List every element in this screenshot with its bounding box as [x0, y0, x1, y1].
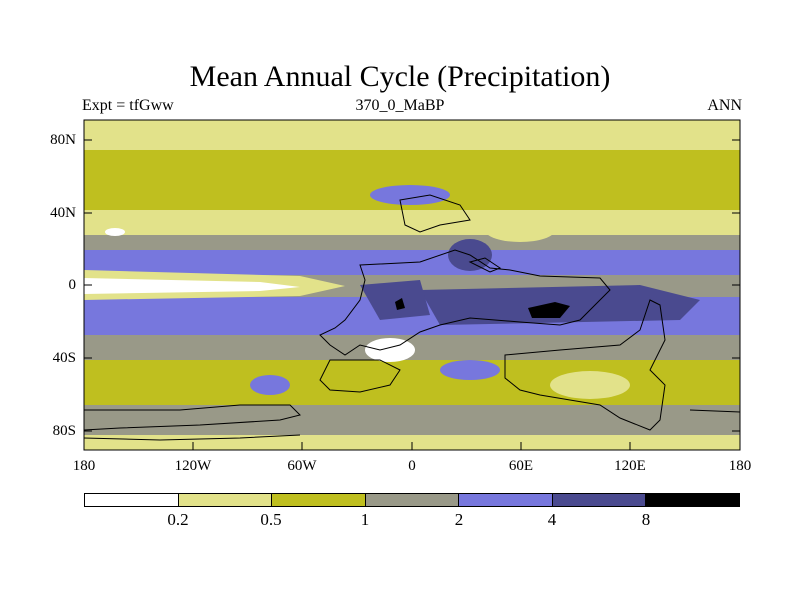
- band-south-high: [84, 405, 740, 435]
- dry-south-east-patch: [550, 371, 630, 399]
- dry-south-patch: [365, 338, 415, 362]
- map-bands: [84, 120, 740, 450]
- colorbar-box: [178, 494, 273, 506]
- x-tick-60w: 60W: [287, 458, 317, 474]
- colorbar-box: [459, 494, 553, 506]
- band-south-mid: [84, 360, 740, 405]
- x-tick-0: 0: [408, 458, 416, 474]
- wet-pangea-west: [360, 280, 430, 320]
- band-north-sub: [84, 235, 740, 250]
- max-precip-small: [395, 298, 405, 310]
- x-tick-180w: 180: [72, 458, 96, 474]
- colorbar-label-1: 1: [360, 510, 370, 529]
- period-label: 370_0_MaBP: [355, 97, 445, 114]
- colorbar-box: [85, 494, 179, 506]
- y-tick-80s: 80S: [52, 423, 76, 439]
- colorbar-label-8: 8: [641, 510, 651, 529]
- continent-outline-icon: [83, 194, 741, 441]
- colorbar-label-0-2: 0.2: [167, 510, 189, 529]
- wet-south-west-patch: [250, 375, 290, 395]
- x-tick-120e: 120E: [614, 458, 646, 474]
- y-tick-40n: 40N: [50, 205, 76, 221]
- plot-title: Mean Annual Cycle (Precipitation): [189, 60, 611, 93]
- dry-north-patch: [485, 218, 555, 242]
- band-polar-north: [84, 120, 740, 150]
- colorbar-box: [552, 494, 647, 506]
- x-axis-ticks: [83, 442, 741, 450]
- colorbar-label-2: 2: [454, 510, 464, 529]
- x-tick-60e: 60E: [508, 458, 534, 474]
- y-axis-ticks: [84, 139, 740, 432]
- colorbar-label-4: 4: [547, 510, 557, 529]
- colorbar-box: [272, 494, 366, 506]
- y-tick-40s: 40S: [52, 350, 76, 366]
- dry-pacific-core: [84, 278, 300, 294]
- band-north-mid: [84, 210, 740, 235]
- dry-north-white-patch: [105, 228, 125, 236]
- y-tick-80n: 80N: [50, 132, 76, 148]
- colorbar-box: [365, 494, 460, 506]
- colorbar: [84, 493, 740, 507]
- max-precip-patch: [528, 302, 570, 318]
- colorbar-label-0-5: 0.5: [260, 510, 282, 529]
- season-label: ANN: [707, 97, 742, 114]
- wet-north-west-patch: [370, 185, 450, 205]
- colorbar-box: [646, 494, 740, 506]
- wet-south-patch: [440, 360, 500, 380]
- experiment-label: Expt = tfGww: [82, 97, 174, 114]
- x-tick-120w: 120W: [174, 458, 212, 474]
- x-tick-180e: 180: [728, 458, 752, 474]
- y-tick-0: 0: [68, 277, 77, 293]
